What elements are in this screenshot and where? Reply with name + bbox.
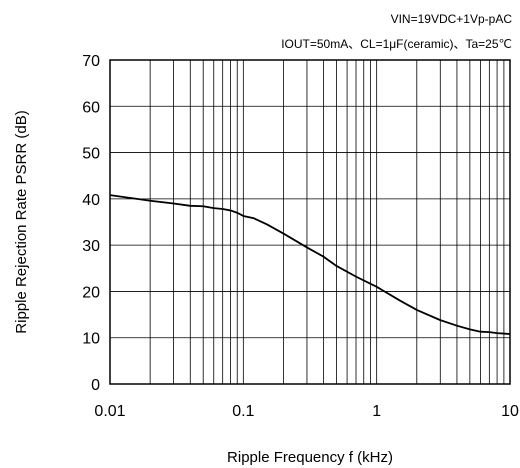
psrr-curve	[109, 194, 511, 335]
series-layer	[109, 194, 511, 335]
y-tick-label: 20	[82, 284, 100, 301]
y-tick-label: 30	[82, 238, 100, 255]
tick-labels: 0 10 20 30 40 50 60 70 0.01 0.1 1 10	[82, 53, 519, 420]
y-tick-label: 60	[82, 99, 100, 116]
plot-frame	[109, 59, 511, 385]
x-tick-label: 1	[372, 403, 381, 420]
y-tick-label: 40	[82, 192, 100, 209]
grid	[110, 60, 510, 384]
x-tick-label: 10	[501, 403, 519, 420]
x-tick-label: 0.01	[94, 403, 125, 420]
x-axis-label: Ripple Frequency f (kHz)	[227, 449, 393, 466]
y-tick-label: 0	[91, 377, 100, 394]
y-tick-label: 50	[82, 146, 100, 163]
y-tick-label: 10	[82, 331, 100, 348]
y-tick-label: 70	[82, 53, 100, 70]
condition-line-2: IOUT=50mA、CL=1μF(ceramic)、Ta=25℃	[281, 37, 512, 51]
x-tick-label: 0.1	[232, 403, 254, 420]
condition-line-1: VIN=19VDC+1Vp-pAC	[390, 12, 512, 26]
y-axis-label: Ripple Rejection Rate PSRR (dB)	[13, 110, 30, 333]
